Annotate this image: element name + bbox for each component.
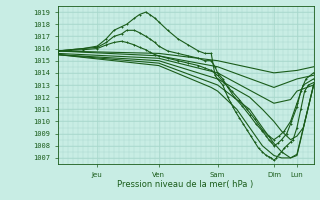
X-axis label: Pression niveau de la mer( hPa ): Pression niveau de la mer( hPa ) (117, 180, 254, 189)
